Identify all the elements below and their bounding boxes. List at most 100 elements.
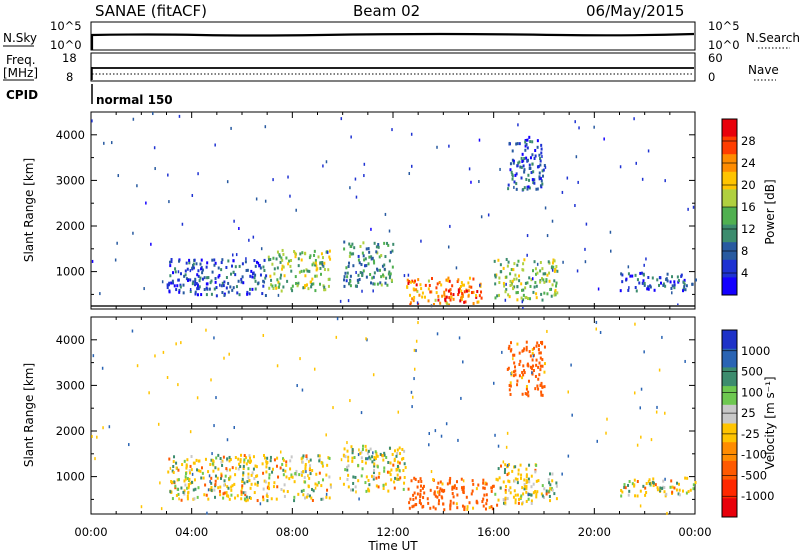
data-cell: [266, 486, 269, 490]
data-cell: [372, 289, 374, 293]
data-cell: [220, 476, 223, 480]
data-cell: [502, 460, 505, 464]
data-cell: [621, 280, 624, 284]
data-cell: [304, 480, 307, 484]
data-cell: [525, 484, 528, 488]
data-cell: [254, 482, 257, 486]
data-cell: [391, 452, 394, 456]
data-cell: [464, 300, 467, 304]
data-cell: [223, 280, 226, 284]
data-cell: [309, 458, 312, 462]
data-cell: [272, 485, 275, 489]
data-cell: [584, 247, 586, 251]
data-cell: [419, 492, 422, 496]
data-cell: [501, 350, 503, 354]
data-cell: [656, 488, 659, 492]
data-cell: [234, 496, 237, 500]
data-cell: [277, 293, 280, 297]
data-cell: [347, 455, 350, 459]
data-cell: [250, 459, 253, 463]
data-cell: [166, 286, 169, 290]
data-cell: [230, 488, 233, 492]
data-cell: [301, 460, 304, 464]
data-cell: [178, 259, 181, 263]
data-cell: [449, 504, 452, 508]
data-cell: [522, 262, 525, 266]
data-cell: [585, 222, 588, 226]
data-cell: [329, 257, 332, 261]
data-cell: [403, 481, 406, 485]
data-cell: [523, 369, 526, 373]
data-cell: [154, 167, 156, 171]
data-cell: [463, 290, 466, 294]
data-cell: [252, 467, 255, 471]
data-cell: [540, 341, 543, 345]
data-cell: [527, 497, 530, 501]
data-cell: [272, 256, 275, 260]
data-cell: [182, 283, 185, 287]
data-cell: [547, 260, 550, 264]
data-cell: [167, 470, 170, 474]
data-cell: [508, 141, 511, 145]
data-cell: [369, 272, 372, 276]
data-cell: [362, 269, 365, 273]
data-cell: [536, 341, 539, 345]
data-cell: [499, 263, 502, 267]
data-cell: [411, 297, 414, 301]
data-cell: [367, 449, 370, 453]
data-cell: [325, 495, 328, 499]
data-cell: [525, 156, 528, 160]
data-cell: [527, 477, 530, 481]
data-cell: [441, 488, 444, 492]
data-cell: [279, 466, 282, 470]
data-cell: [240, 490, 243, 494]
data-cell: [340, 458, 343, 462]
data-cell: [370, 257, 373, 261]
data-cell: [256, 499, 259, 503]
data-cell: [361, 467, 364, 471]
data-cell: [264, 125, 267, 129]
data-cell: [172, 271, 175, 275]
data-cell: [332, 406, 334, 410]
data-cell: [526, 253, 528, 257]
data-cell: [685, 284, 688, 288]
data-cell: [508, 388, 511, 392]
data-cell: [647, 285, 650, 289]
colorbar-tick-label: -25: [741, 427, 760, 441]
data-cell: [444, 295, 447, 299]
data-cell: [694, 278, 697, 282]
data-cell: [451, 485, 454, 489]
data-cell: [517, 472, 520, 476]
data-cell: [502, 281, 505, 285]
data-cell: [520, 473, 523, 477]
data-cell: [173, 455, 176, 459]
power-panel: [90, 111, 697, 310]
data-cell: [305, 268, 308, 272]
data-cell: [383, 466, 386, 470]
data-cell: [321, 263, 324, 267]
data-cell: [524, 485, 527, 489]
data-cell: [236, 291, 239, 295]
data-cell: [270, 283, 273, 287]
data-cell: [243, 458, 246, 462]
data-cell: [371, 455, 374, 459]
data-cell: [311, 277, 314, 281]
data-cell: [538, 361, 541, 365]
data-cell: [251, 287, 254, 291]
data-cell: [257, 261, 260, 265]
data-cell: [355, 270, 357, 274]
data-cell: [507, 346, 510, 350]
data-cell: [521, 502, 524, 506]
data-cell: [182, 490, 185, 494]
data-cell: [551, 261, 554, 265]
data-cell: [388, 276, 391, 280]
data-cell: [254, 287, 257, 291]
data-cell: [221, 258, 224, 262]
colorbar-tick-label: 12: [741, 222, 756, 236]
data-cell: [692, 205, 695, 209]
data-cell: [344, 455, 347, 459]
data-cell: [293, 480, 296, 484]
data-cell: [526, 138, 529, 142]
data-cell: [371, 276, 374, 280]
data-cell: [449, 507, 452, 511]
